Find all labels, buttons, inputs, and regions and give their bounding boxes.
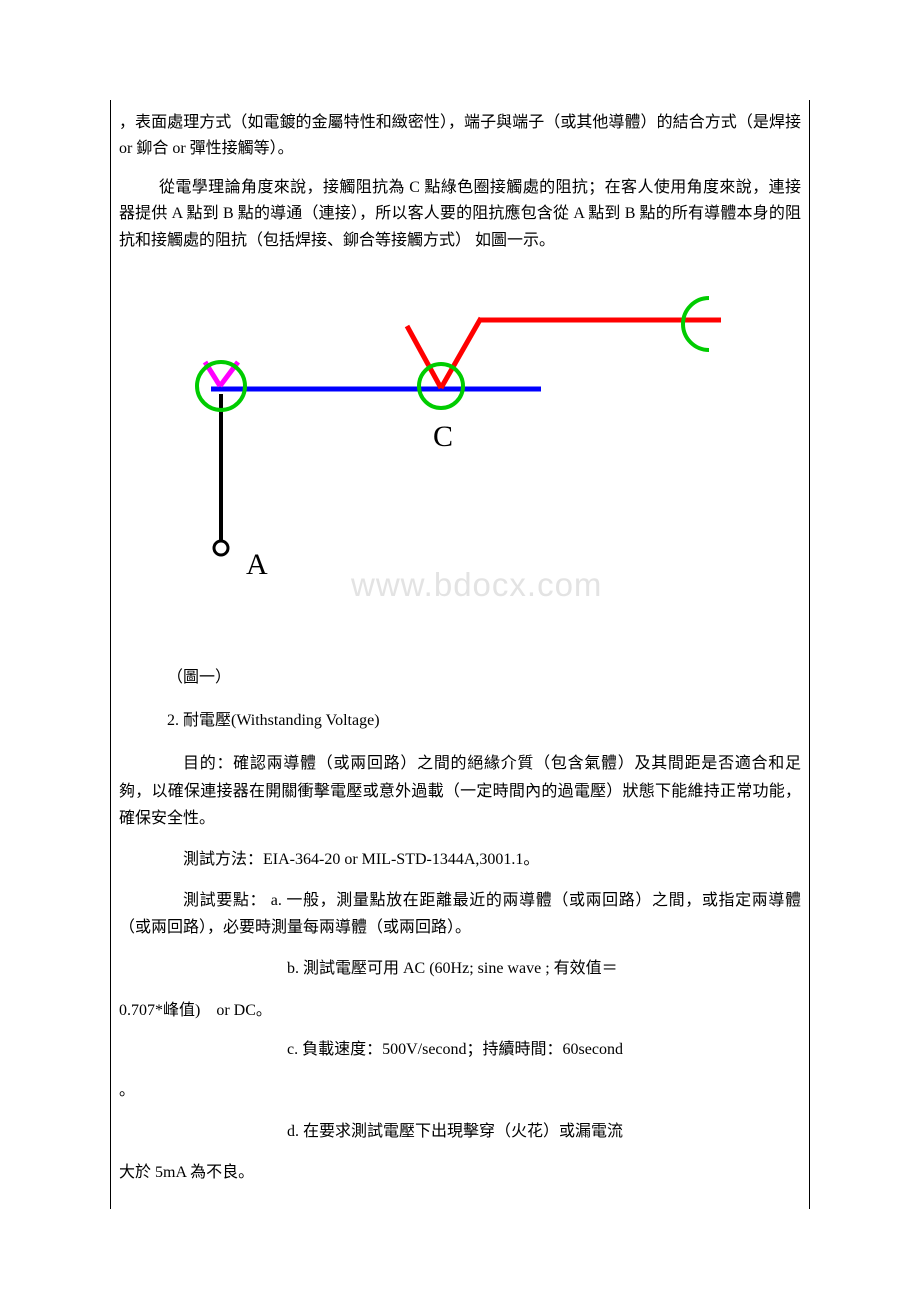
section-2-point-a: 測試要點： a. 一般，測量點放在距離最近的兩導體（或兩回路）之間，或指定兩導體… (119, 887, 801, 941)
section-2-point-d: d. 在要求測試電壓下出現擊穿（火花）或漏電流 (119, 1118, 801, 1145)
black-terminal-circle (214, 541, 228, 555)
section-2-point-b-cont: 0.707*峰值) or DC。 (119, 997, 801, 1024)
section-2-point-c-end: 。 (119, 1077, 801, 1104)
section-2-title: 2. 耐電壓(Withstanding Voltage) (119, 707, 801, 734)
label-a: A (246, 548, 268, 581)
page-container: ，表面處理方式（如電鍍的金屬特性和緻密性），端子與端子（或其他導體）的結合方式（… (0, 0, 920, 1269)
figure-one-diagram: www.bdocx.com (111, 276, 809, 646)
point-d-text-1: d. 在要求測試電壓下出現擊穿（火花）或漏電流 (287, 1123, 623, 1140)
paragraph-theory: 從電學理論角度來說，接觸阻抗為 C 點綠色圈接觸處的阻抗；在客人使用角度來說，連… (119, 175, 801, 254)
red-v-left-line (407, 326, 441, 388)
figure-caption: （圖一） (119, 664, 801, 691)
green-circle-right-partial (683, 298, 709, 350)
contact-diagram-svg: A C (111, 276, 809, 646)
point-b-text-1: b. 測試電壓可用 AC (60Hz; sine wave ; 有效值＝ (287, 960, 618, 977)
paragraph-surface-treatment: ，表面處理方式（如電鍍的金屬特性和緻密性），端子與端子（或其他導體）的結合方式（… (119, 110, 801, 163)
lower-text-block: （圖一） 2. 耐電壓(Withstanding Voltage) 目的：確認兩… (111, 646, 809, 1209)
section-2-point-c: c. 負載速度：500V/second；持續時間：60second (119, 1036, 801, 1063)
upper-text-block: ，表面處理方式（如電鍍的金屬特性和緻密性），端子與端子（或其他導體）的結合方式（… (111, 100, 809, 276)
document-cell: ，表面處理方式（如電鍍的金屬特性和緻密性），端子與端子（或其他導體）的結合方式（… (110, 100, 810, 1209)
section-2-purpose: 目的：確認兩導體（或兩回路）之間的絕緣介質（包含氣體）及其間距是否適合和足夠，以… (119, 750, 801, 832)
section-2-method: 測試方法：EIA-364-20 or MIL-STD-1344A,3001.1。 (119, 846, 801, 873)
section-2-point-d-cont: 大於 5mA 為不良。 (119, 1159, 801, 1186)
label-c: C (433, 420, 453, 453)
point-c-text: c. 負載速度：500V/second；持續時間：60second (287, 1041, 623, 1058)
section-2-point-b: b. 測試電壓可用 AC (60Hz; sine wave ; 有效值＝ (119, 955, 801, 982)
